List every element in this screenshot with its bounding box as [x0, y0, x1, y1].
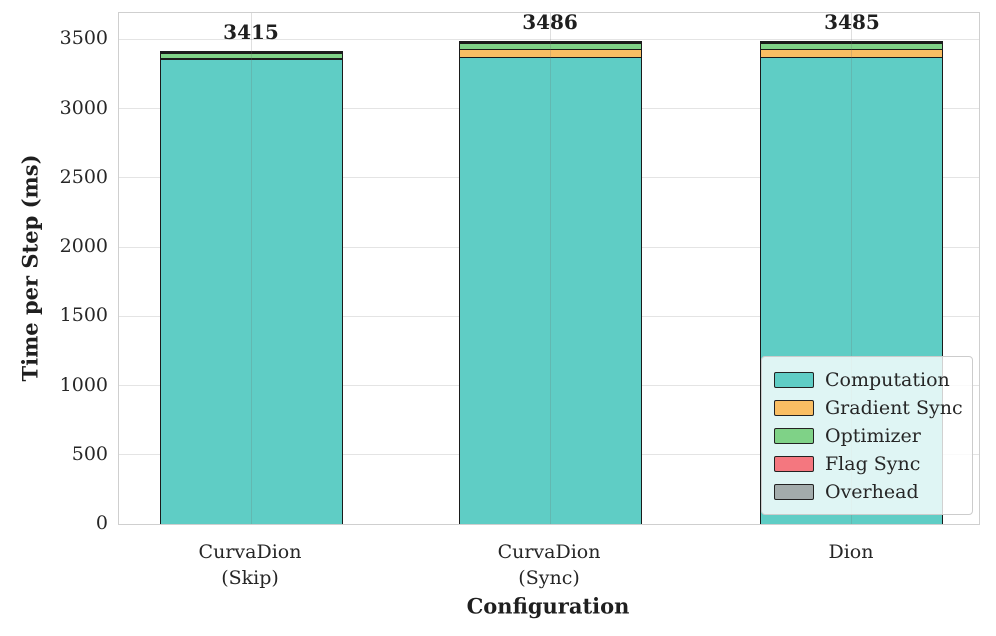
- legend-item: Overhead: [774, 478, 960, 506]
- bar-segment-overhead: [458, 41, 642, 43]
- bar-total-label: 3415: [223, 20, 279, 45]
- legend: Computation Gradient Sync Optimizer Flag Sy…: [761, 356, 973, 515]
- legend-swatch-overhead: [774, 484, 814, 500]
- legend-item: Flag Sync: [774, 450, 960, 478]
- x-tick-label: CurvaDion (Skip): [140, 539, 360, 591]
- bar-segment-overhead: [159, 50, 343, 53]
- legend-swatch-flag-sync: [774, 456, 814, 472]
- y-tick-label: 0: [95, 512, 108, 534]
- legend-label: Gradient Sync: [825, 397, 963, 419]
- legend-swatch-computation: [774, 372, 814, 388]
- x-tick-line: Dion: [828, 541, 874, 563]
- x-gridline: [549, 13, 551, 524]
- legend-label: Computation: [825, 369, 950, 391]
- x-tick-line: CurvaDion: [497, 541, 601, 563]
- x-tick-line: (Sync): [518, 567, 580, 589]
- y-tick-label: 2500: [59, 165, 108, 188]
- bar-segment-flag-sync: [760, 42, 944, 44]
- x-tick-label: CurvaDion (Sync): [439, 539, 659, 591]
- bar-total-label: 3486: [522, 10, 578, 35]
- legend-item: Computation: [774, 366, 960, 394]
- x-tick-label: Dion: [741, 539, 961, 565]
- plot-area: Computation Gradient Sync Optimizer Flag Sy…: [118, 10, 980, 525]
- legend-item: Optimizer: [774, 422, 960, 450]
- bar-segment-gradient-sync: [760, 49, 944, 58]
- x-tick-line: CurvaDion: [198, 541, 302, 563]
- legend-label: Overhead: [825, 481, 919, 503]
- legend-item: Gradient Sync: [774, 394, 963, 422]
- y-tick-label: 1500: [59, 304, 108, 327]
- x-gridline: [851, 13, 853, 524]
- y-tick-label: 1000: [59, 373, 108, 396]
- y-tick-label: 500: [71, 442, 108, 465]
- x-gridline: [250, 13, 252, 524]
- legend-swatch-optimizer: [774, 428, 814, 444]
- y-tick-label: 2000: [59, 235, 108, 258]
- y-tick-label: 3500: [59, 27, 108, 50]
- bar-segment-flag-sync: [458, 42, 642, 44]
- x-tick-line: (Skip): [221, 567, 279, 589]
- x-axis-title: Configuration: [466, 593, 630, 619]
- legend-label: Optimizer: [825, 425, 921, 447]
- bar-segment-optimizer: [458, 43, 642, 50]
- y-tick-label: 3000: [59, 96, 108, 119]
- bar-segment-optimizer: [760, 43, 944, 50]
- bar-segment-flag-sync: [159, 51, 343, 54]
- bar-segment-optimizer: [159, 53, 343, 59]
- legend-swatch-gradient-sync: [774, 400, 814, 416]
- bar-segment-overhead: [760, 41, 944, 43]
- bar-segment-gradient-sync: [458, 49, 642, 58]
- bar-segment-computation: [159, 58, 343, 524]
- bar-total-label: 3485: [824, 10, 880, 35]
- legend-label: Flag Sync: [825, 453, 921, 475]
- y-gridline: [119, 38, 979, 40]
- bar-segment-computation: [458, 57, 642, 524]
